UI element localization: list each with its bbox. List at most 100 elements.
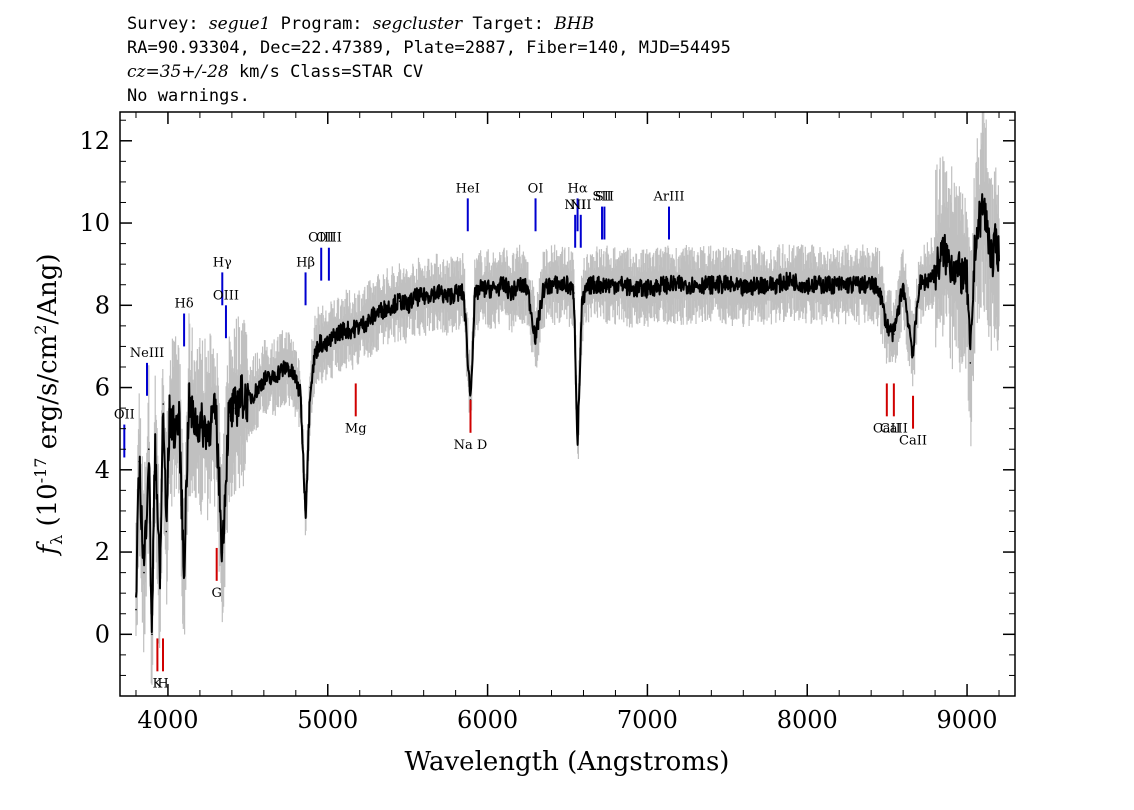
data-point — [154, 436, 156, 438]
data-point — [902, 283, 904, 286]
data-point — [215, 411, 217, 414]
data-point — [987, 230, 989, 233]
y-title-sub: λ — [47, 535, 66, 545]
data-point — [614, 283, 617, 286]
emission-line-label: OIII — [213, 288, 239, 303]
data-point — [366, 320, 369, 323]
emission-line-label: OII — [114, 408, 135, 423]
data-point — [462, 292, 465, 294]
data-point — [406, 304, 409, 307]
data-point — [234, 407, 236, 409]
x-tick-label: 8000 — [777, 706, 838, 734]
y-title-tail: /Ang) — [33, 253, 63, 324]
survey-value: segue1 — [208, 14, 271, 34]
data-point — [969, 362, 972, 364]
data-point — [534, 337, 537, 340]
data-point — [942, 251, 944, 253]
data-point — [958, 271, 960, 274]
data-point — [974, 242, 976, 245]
x-tick-label: 7000 — [617, 706, 678, 734]
data-point — [622, 283, 625, 286]
data-point — [742, 288, 745, 290]
data-point — [138, 460, 140, 463]
header-line-4: No warnings. — [127, 86, 250, 106]
data-point — [638, 288, 641, 290]
y-tick-label: 4 — [95, 456, 110, 484]
y-title-exp: -17 — [31, 458, 50, 484]
data-point — [510, 292, 513, 294]
data-point — [558, 283, 561, 286]
data-point — [414, 296, 417, 298]
data-point — [998, 255, 1000, 257]
emission-line-label: HeI — [456, 181, 480, 196]
header-line-1: Survey: segue1 Program: segcluster Targe… — [127, 12, 731, 36]
data-point — [966, 279, 968, 282]
emission-line-label: OI — [528, 181, 544, 196]
absorption-line-label: CaII — [880, 421, 908, 436]
data-point — [474, 296, 476, 298]
program-label: Program: — [280, 14, 363, 34]
data-point — [806, 283, 808, 286]
data-point — [309, 386, 312, 389]
data-point — [838, 283, 840, 286]
absorption-line-label: Na D — [454, 438, 488, 453]
data-point — [192, 419, 195, 422]
target-value: BHB — [554, 14, 595, 34]
data-point — [494, 288, 497, 290]
data-point — [173, 427, 176, 430]
data-point — [374, 312, 377, 315]
data-point — [886, 325, 888, 327]
data-point — [912, 353, 914, 356]
y-title-unit: erg/s/cm — [33, 335, 63, 458]
data-point — [590, 283, 593, 286]
data-point — [918, 283, 920, 286]
data-point — [893, 333, 895, 335]
data-point — [991, 263, 994, 266]
data-point — [710, 283, 713, 286]
data-point — [382, 308, 385, 311]
spectrum-header: Survey: segue1 Program: segcluster Targe… — [127, 12, 731, 108]
data-point — [287, 366, 289, 368]
survey-label: Survey: — [127, 14, 199, 34]
data-point — [854, 283, 856, 286]
data-point — [178, 419, 180, 422]
data-point — [870, 283, 872, 286]
data-point — [187, 403, 190, 405]
data-point — [934, 271, 936, 274]
data-point — [227, 415, 230, 418]
absorption-line-label: CaII — [899, 434, 927, 449]
data-point — [678, 283, 681, 286]
y-tick-label: 2 — [95, 538, 110, 566]
data-point — [295, 378, 297, 381]
y-tick-label: 10 — [79, 209, 110, 237]
data-point — [662, 283, 665, 286]
absorption-line-label: G — [211, 586, 221, 601]
data-point — [438, 292, 441, 294]
emission-line-label: Hβ — [296, 255, 315, 270]
data-point — [630, 288, 633, 290]
data-point — [247, 399, 249, 401]
data-point — [518, 283, 521, 286]
data-point — [581, 304, 583, 307]
data-point — [430, 292, 433, 294]
y-tick-label: 0 — [95, 620, 110, 648]
emission-line-label: Hδ — [175, 297, 194, 312]
data-point — [240, 395, 243, 397]
data-point — [183, 571, 185, 574]
data-point — [299, 395, 302, 397]
data-point — [390, 304, 393, 307]
data-point — [148, 448, 150, 451]
data-point — [878, 288, 880, 290]
emission-line-label: ArIII — [652, 190, 684, 205]
data-point — [542, 288, 545, 290]
y-tick-label: 12 — [79, 127, 110, 155]
data-point — [207, 427, 209, 430]
data-point — [995, 238, 997, 241]
y-tick-label: 8 — [95, 291, 110, 319]
x-tick-label: 4000 — [137, 706, 198, 734]
axes: 4000 5000 6000 7000 8000 9000 0 2 4 6 8 10 12 — [79, 112, 1015, 734]
y-title-unit-exp: 2 — [31, 325, 50, 335]
absorption-line-label: Mg — [345, 421, 367, 436]
data-point — [598, 283, 601, 286]
data-point — [566, 283, 569, 286]
